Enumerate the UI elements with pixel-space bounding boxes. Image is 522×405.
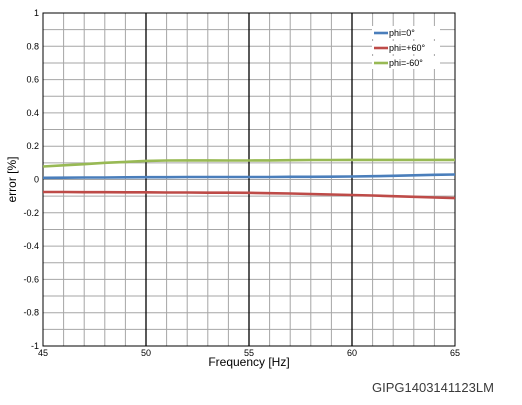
series-line <box>43 190 456 200</box>
ticks-layer: 45 50 55 60 65 1 0.8 0.6 0.4 0.2 0 -0.2 -0.4 -0.6 -0.8… <box>23 8 460 358</box>
legend-background <box>372 41 440 54</box>
series-line <box>42 173 456 180</box>
y-tick-label: -0.8 <box>23 308 39 318</box>
y-axis-title: error [%] <box>5 156 19 202</box>
y-tick-label: 0.2 <box>26 141 39 151</box>
y-tick-label: 0.8 <box>26 41 39 51</box>
y-tick-label: 1 <box>34 8 39 18</box>
y-tick-label: -0.6 <box>23 274 39 284</box>
major-grid <box>145 13 353 346</box>
y-tick-label: 0.4 <box>26 108 39 118</box>
x-tick-label: 55 <box>244 348 254 358</box>
y-tick-label: -0.2 <box>23 208 39 218</box>
x-axis-title: Frequency [Hz] <box>208 355 289 369</box>
legend: phi=0° phi=+60° phi=-60° <box>372 26 440 69</box>
x-tick-label: 50 <box>141 348 151 358</box>
y-tick-label: -0.4 <box>23 241 39 251</box>
legend-label: phi=-60° <box>389 58 423 68</box>
plot-frame <box>42 12 456 347</box>
legend-label: phi=0° <box>389 28 415 38</box>
figure-code: GIPG1403141123LM <box>372 380 494 395</box>
series-layer <box>42 158 456 200</box>
series-line <box>42 158 455 168</box>
legend-label: phi=+60° <box>389 43 426 53</box>
legend-background <box>372 26 440 39</box>
y-tick-label: 0.6 <box>26 75 39 85</box>
x-tick-label: 65 <box>450 348 460 358</box>
y-tick-label: 0 <box>34 175 39 185</box>
legend-background <box>372 56 440 69</box>
x-tick-label: 45 <box>38 348 48 358</box>
x-tick-label: 60 <box>347 348 357 358</box>
y-tick-label: -1 <box>31 341 39 351</box>
